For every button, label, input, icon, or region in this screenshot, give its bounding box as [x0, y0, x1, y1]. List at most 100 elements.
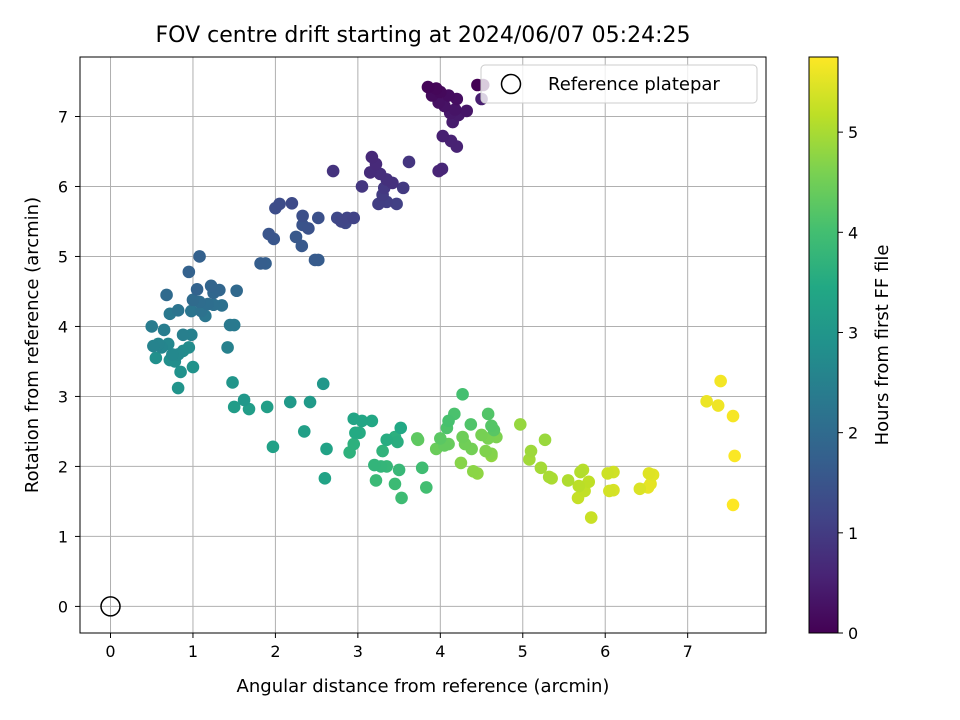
data-point: [160, 288, 173, 302]
data-point: [365, 414, 379, 428]
data-point: [297, 425, 311, 438]
legend: Reference platepar: [480, 64, 758, 104]
data-point: [296, 209, 309, 223]
data-point: [308, 253, 322, 267]
data-point: [347, 211, 361, 225]
colorbar: [808, 56, 839, 634]
legend-circle-marker: [500, 73, 522, 95]
data-point: [391, 435, 404, 449]
data-point: [223, 318, 237, 332]
data-point: [442, 414, 455, 428]
x-tick-label: 3: [353, 642, 363, 661]
data-point: [432, 164, 445, 178]
data-point: [572, 479, 586, 493]
legend-entry: Reference platepar: [548, 74, 720, 95]
data-point: [318, 472, 332, 485]
data-point: [392, 463, 406, 477]
data-point: [726, 498, 740, 512]
data-point: [603, 484, 616, 498]
y-tick-label: 0: [58, 597, 68, 616]
data-point: [524, 444, 538, 458]
data-point: [355, 180, 369, 193]
data-point: [157, 323, 171, 337]
y-axis-ticks: 0 1 2 3 4 5 6 7: [58, 107, 80, 616]
data-point: [204, 279, 218, 293]
data-point: [365, 150, 379, 164]
data-point: [226, 376, 239, 389]
data-point: [388, 477, 402, 491]
y-tick-label: 1: [58, 527, 68, 546]
data-point: [320, 442, 333, 456]
data-point: [273, 197, 286, 211]
data-point: [193, 250, 206, 263]
data-point: [347, 437, 361, 451]
reference-platepar-marker: [100, 596, 121, 617]
data-point: [190, 283, 204, 296]
data-point: [311, 211, 325, 225]
data-point: [642, 467, 656, 480]
data-point: [303, 395, 317, 409]
data-point: [176, 328, 190, 342]
colorbar-tick-label: 4: [848, 223, 858, 242]
data-point: [182, 265, 196, 279]
data-point: [436, 129, 450, 143]
data-point: [402, 155, 416, 169]
data-point: [574, 465, 587, 479]
x-tick-label: 7: [683, 642, 693, 661]
data-point: [711, 399, 725, 412]
chart-title: FOV centre drift starting at 2024/06/07 …: [156, 23, 691, 48]
data-point: [149, 351, 163, 365]
data-point: [266, 440, 280, 454]
data-point: [285, 196, 299, 210]
data-point: [485, 419, 498, 433]
data-point: [633, 482, 647, 496]
data-point: [349, 426, 362, 440]
data-point: [700, 395, 713, 408]
data-point: [534, 461, 548, 475]
data-point: [456, 388, 469, 401]
data-point: [295, 239, 309, 253]
data-point: [561, 474, 575, 487]
colorbar-label: Hours from first FF file: [872, 245, 893, 446]
x-tick-label: 4: [435, 642, 445, 661]
x-tick-label: 0: [105, 642, 115, 661]
data-point: [376, 444, 389, 458]
x-axis-ticks: 0 1 2 3 4 5 6 7: [105, 633, 693, 661]
data-point: [260, 400, 274, 414]
data-point: [448, 103, 462, 116]
data-point: [174, 365, 187, 379]
data-point: [254, 257, 267, 270]
data-point: [410, 432, 424, 445]
data-point: [369, 474, 383, 487]
data-point: [380, 433, 394, 447]
data-point: [479, 444, 492, 458]
data-point: [171, 304, 185, 317]
data-point: [373, 167, 387, 181]
data-point: [145, 320, 159, 333]
x-tick-label: 6: [600, 642, 610, 661]
y-axis-label: Rotation from reference (arcmin): [22, 197, 43, 493]
data-point: [538, 433, 552, 447]
data-point: [601, 467, 614, 480]
colorbar-ticks: 0 1 2 3 4 5: [838, 123, 858, 643]
data-point: [221, 341, 234, 354]
data-point: [396, 181, 410, 195]
plot-frame: [79, 56, 767, 634]
data-point: [368, 458, 381, 472]
data-point: [466, 465, 480, 478]
data-point: [728, 449, 741, 463]
data-point: [464, 418, 478, 431]
data-point: [542, 470, 556, 484]
data-points: [145, 78, 741, 524]
y-tick-label: 5: [58, 247, 68, 266]
data-point: [185, 304, 198, 318]
data-point: [147, 339, 160, 353]
data-point: [726, 409, 740, 423]
data-point: [230, 284, 243, 298]
data-point: [227, 400, 241, 414]
data-point: [186, 293, 200, 307]
y-tick-label: 4: [58, 317, 68, 336]
data-point: [302, 222, 315, 235]
data-point: [395, 491, 408, 505]
colorbar-tick-label: 1: [848, 524, 858, 543]
